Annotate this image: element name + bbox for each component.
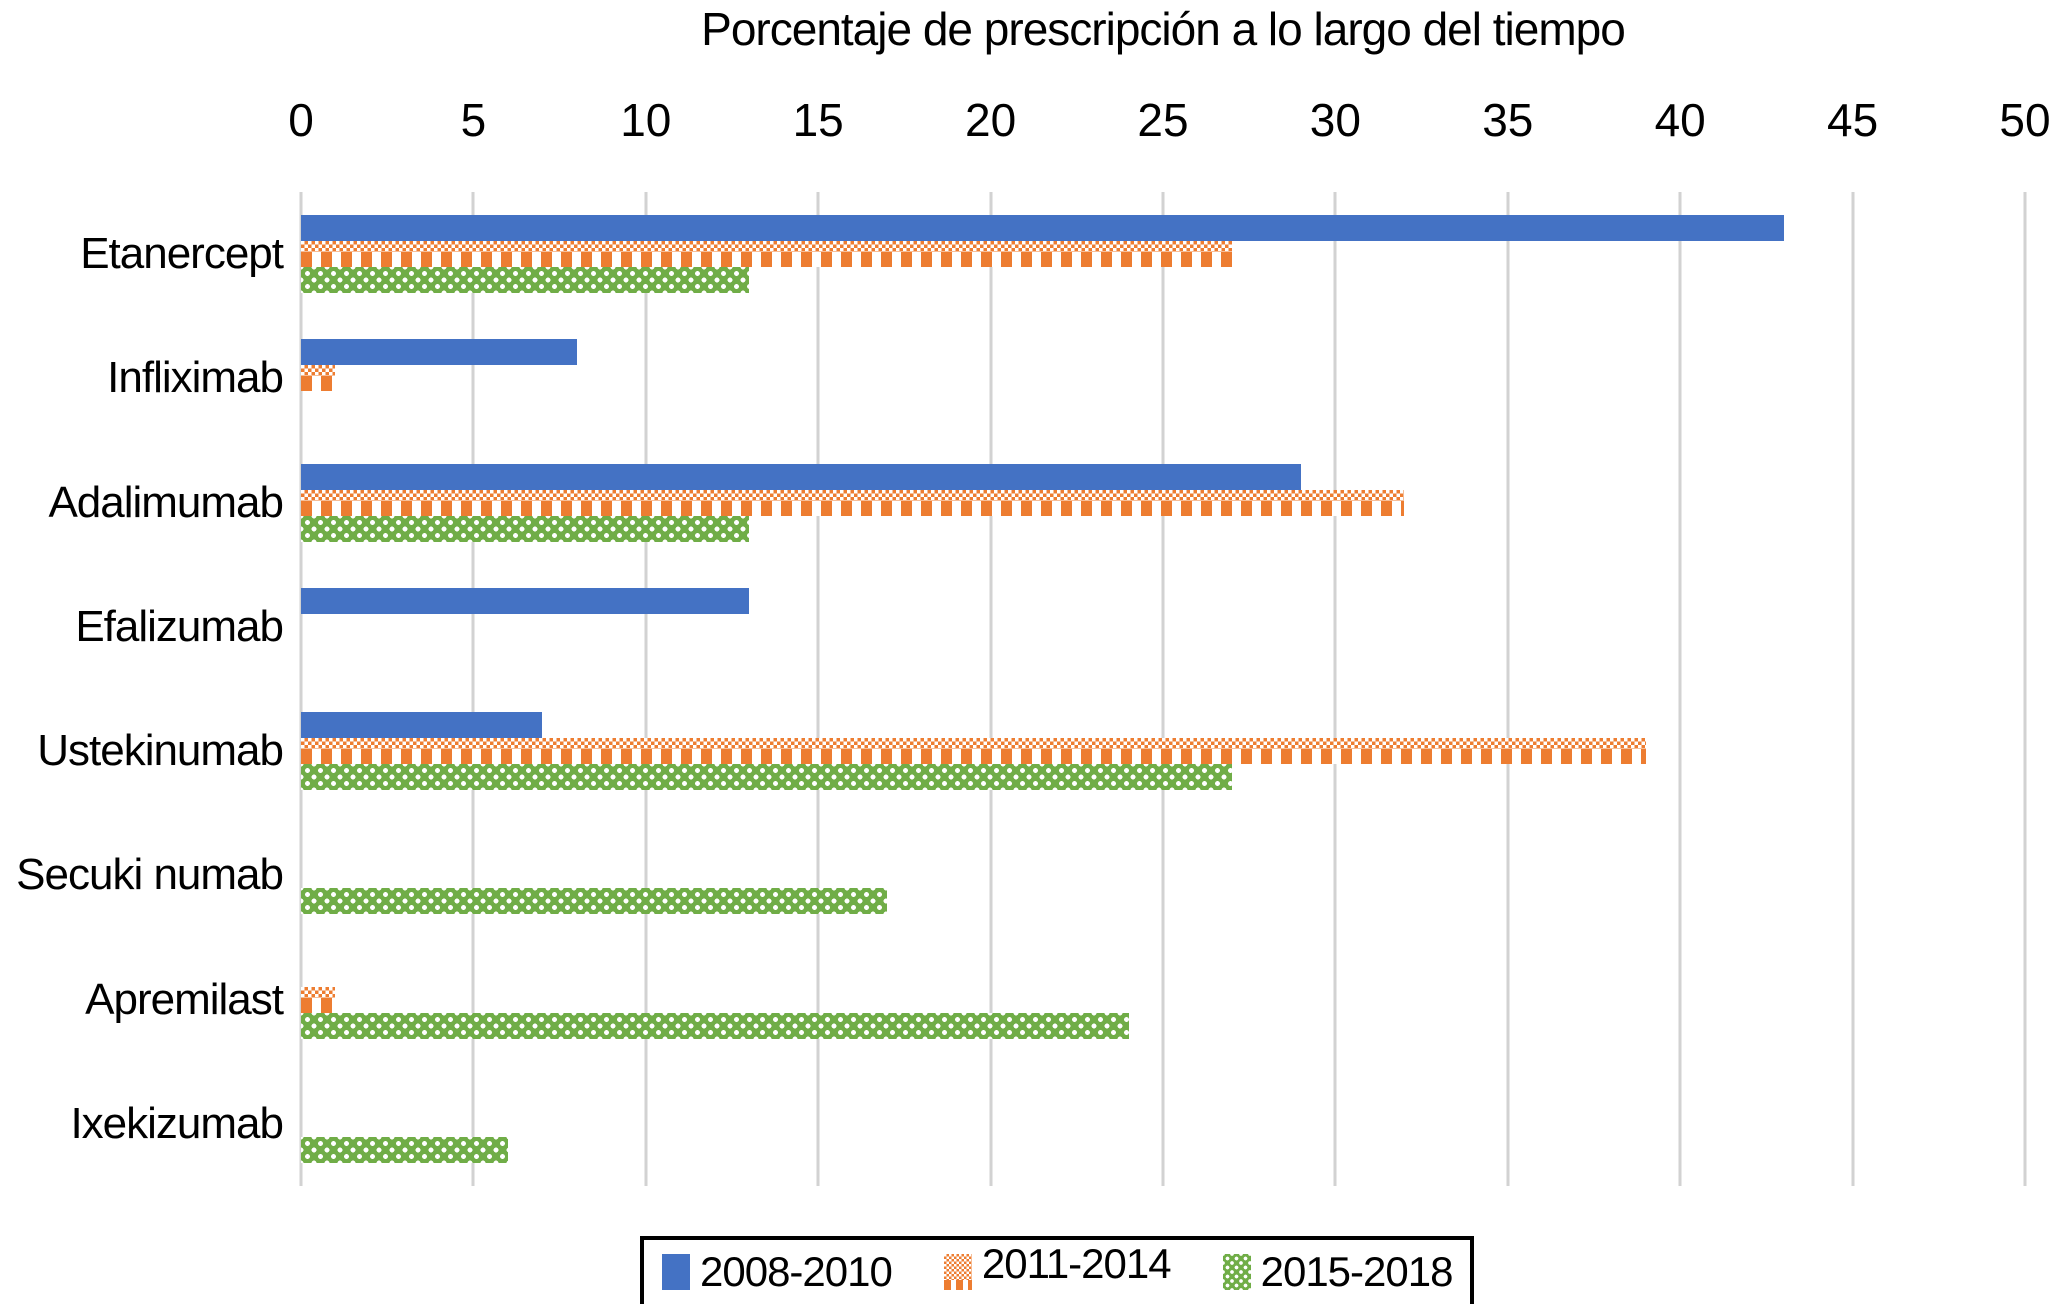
bar-group bbox=[301, 961, 1129, 1039]
category-label: Ustekinumab bbox=[37, 726, 284, 776]
x-tick-label: 30 bbox=[1309, 94, 1361, 146]
bar-slot bbox=[301, 515, 1404, 542]
legend-swatch-dots bbox=[1222, 1254, 1251, 1290]
gridline bbox=[299, 192, 303, 1186]
bar-slot bbox=[301, 738, 1646, 765]
bar-2008-2010 bbox=[301, 463, 1301, 490]
x-tick-label: 15 bbox=[792, 94, 844, 146]
bar-slot bbox=[301, 712, 1646, 739]
bar-group bbox=[301, 339, 577, 417]
bar-slot bbox=[301, 1085, 508, 1111]
bar-slot bbox=[301, 1012, 1129, 1039]
gridline bbox=[1161, 192, 1165, 1186]
x-tick-label: 5 bbox=[460, 94, 487, 146]
gridline bbox=[1678, 192, 1682, 1186]
bar-slot bbox=[301, 391, 577, 417]
bar-slot bbox=[301, 640, 749, 666]
x-tick-label: 25 bbox=[1137, 94, 1189, 146]
bar-2015-2018 bbox=[301, 1012, 1129, 1039]
bar-slot bbox=[301, 587, 750, 614]
legend-label: 2015-2018 bbox=[1260, 1248, 1454, 1295]
x-tick-label: 10 bbox=[620, 94, 672, 146]
category-label: Ixekizumab bbox=[70, 1098, 284, 1148]
bar-slot bbox=[301, 961, 1129, 987]
bar-2015-2018 bbox=[301, 1136, 508, 1163]
category-label: Etanercept bbox=[80, 229, 284, 279]
bar-slot bbox=[301, 215, 1784, 242]
bar-2011-2014 bbox=[301, 365, 336, 392]
bar-slot bbox=[301, 339, 577, 366]
x-tick-label: 40 bbox=[1654, 94, 1706, 146]
legend-item: 2008-2010 bbox=[662, 1248, 893, 1296]
bar-slot bbox=[301, 1136, 508, 1163]
bar-slot bbox=[301, 986, 1129, 1013]
x-tick-label: 50 bbox=[1999, 94, 2051, 146]
bar-slot bbox=[301, 836, 887, 862]
bar-2015-2018 bbox=[301, 888, 888, 915]
bar-slot bbox=[301, 267, 1784, 294]
bar-group bbox=[301, 712, 1646, 791]
gridline bbox=[644, 192, 648, 1186]
legend-swatch-solid bbox=[662, 1254, 690, 1290]
gridline bbox=[471, 192, 475, 1186]
bar-group bbox=[301, 1085, 508, 1163]
bar-2008-2010 bbox=[301, 712, 543, 739]
category-label: Infliximab bbox=[107, 353, 284, 403]
bar-2011-2014 bbox=[301, 986, 336, 1013]
bar-2015-2018 bbox=[301, 515, 750, 542]
bar-2008-2010 bbox=[301, 215, 1784, 242]
legend-item: 2015-2018 bbox=[1222, 1248, 1454, 1296]
gridline bbox=[1851, 192, 1855, 1186]
x-tick-label: 20 bbox=[965, 94, 1017, 146]
bar-2008-2010 bbox=[301, 339, 577, 366]
bar-slot bbox=[301, 365, 577, 392]
bar-2011-2014 bbox=[301, 241, 1232, 268]
bar-2008-2010 bbox=[301, 587, 750, 614]
gridline bbox=[989, 192, 993, 1186]
category-label: Secuki numab bbox=[16, 850, 284, 900]
legend-swatch-checker-dash bbox=[943, 1254, 972, 1290]
chart-title: Porcentaje de prescripción a lo largo de… bbox=[701, 3, 1626, 55]
legend: 2008-2010 2011-2014 2015-2018 bbox=[640, 1236, 1475, 1304]
legend-label: 2011-2014 bbox=[981, 1240, 1172, 1287]
bar-group bbox=[301, 587, 750, 666]
gridline bbox=[1333, 192, 1337, 1186]
gridline bbox=[1506, 192, 1510, 1186]
bar-slot bbox=[301, 241, 1784, 268]
x-tick-label: 35 bbox=[1482, 94, 1534, 146]
bar-slot bbox=[301, 1111, 508, 1137]
bar-group bbox=[301, 836, 888, 915]
bar-2011-2014 bbox=[301, 738, 1646, 765]
bar-group bbox=[301, 215, 1784, 294]
bar-slot bbox=[301, 862, 887, 888]
legend-item: 2011-2014 bbox=[943, 1240, 1172, 1296]
x-tick-label: 45 bbox=[1827, 94, 1879, 146]
category-label: Efalizumab bbox=[75, 601, 284, 651]
x-tick-label: 0 bbox=[288, 94, 314, 146]
plot-area bbox=[299, 192, 2027, 1186]
bar-slot bbox=[301, 489, 1405, 516]
gridline bbox=[2023, 192, 2027, 1186]
category-label: Adalimumab bbox=[48, 477, 284, 527]
category-label: Apremilast bbox=[85, 974, 284, 1024]
bar-slot bbox=[301, 764, 1646, 791]
bar-slot bbox=[301, 614, 749, 640]
gridline bbox=[816, 192, 820, 1186]
bar-slot bbox=[301, 463, 1404, 490]
legend-label: 2008-2010 bbox=[700, 1248, 893, 1295]
bar-2011-2014 bbox=[301, 489, 1405, 516]
bar-2015-2018 bbox=[301, 267, 750, 294]
bar-slot bbox=[301, 888, 888, 915]
bar-2015-2018 bbox=[301, 764, 1232, 791]
bar-group bbox=[301, 463, 1405, 542]
